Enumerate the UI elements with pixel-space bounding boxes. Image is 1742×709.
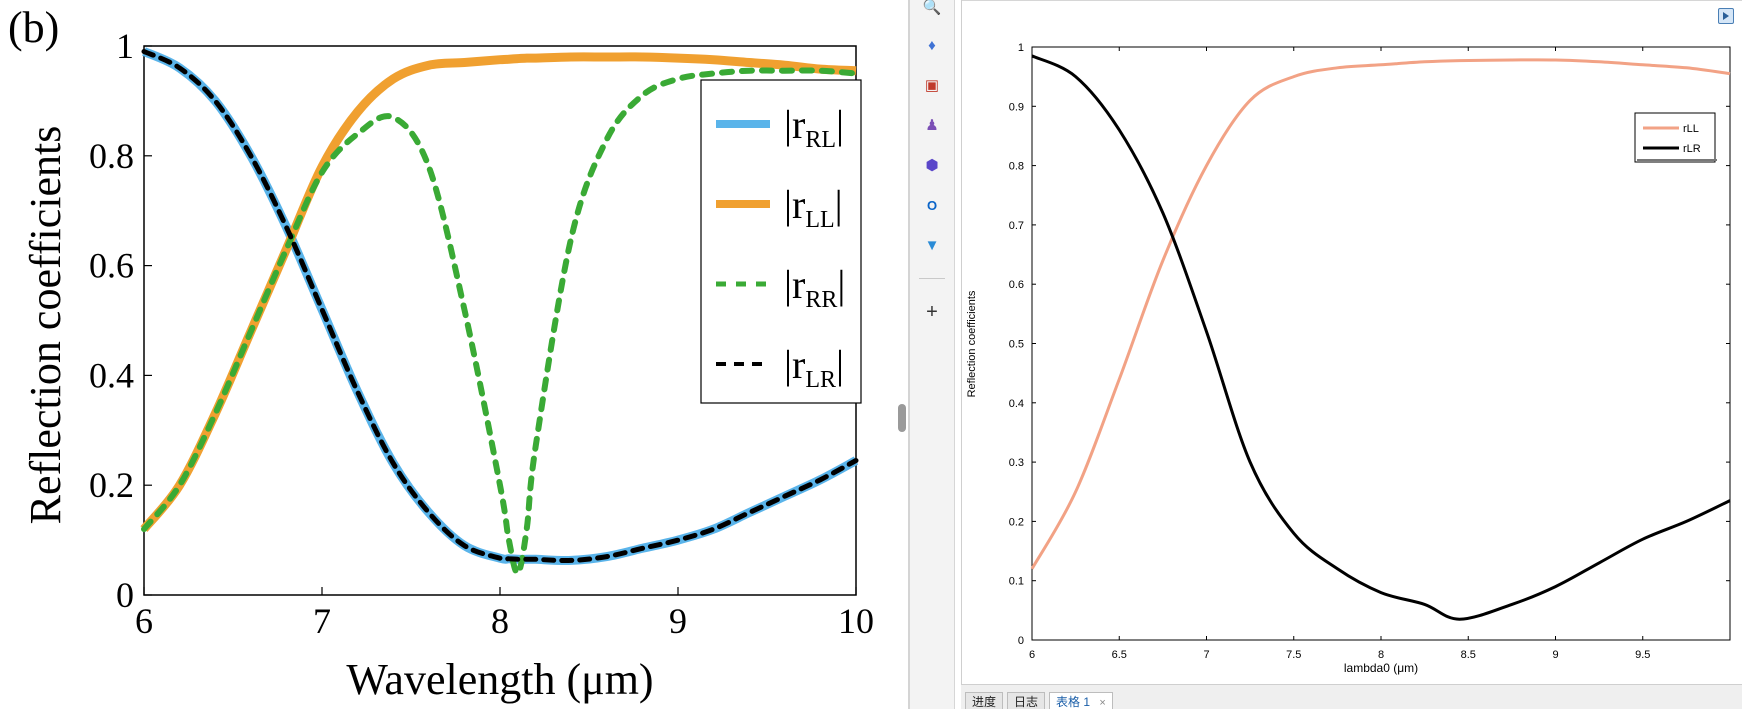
legend-entry-subscript: RL — [805, 127, 836, 153]
series-lines — [140, 47, 859, 577]
legend-box — [1634, 112, 1716, 163]
y-tick-label: 0.9 — [1009, 101, 1024, 113]
y-axis-label: Reflection coefficients — [21, 126, 70, 525]
x-axis-label: lambda0 (μm) — [1344, 661, 1418, 675]
y-tick-label: 1 — [1018, 42, 1024, 54]
legend-entry-label: |rRR| — [784, 262, 845, 313]
close-icon[interactable]: × — [1099, 697, 1106, 709]
legend-box — [700, 79, 862, 404]
scrollbar-thumb[interactable] — [898, 404, 906, 432]
toolbox-icon[interactable]: ▣ — [924, 77, 940, 94]
legend-entry-subscript: LR — [805, 367, 836, 393]
tab-progress[interactable]: 进度 — [965, 692, 1004, 709]
series-line-rLR — [141, 49, 859, 564]
x-tick-label: 7 — [313, 601, 331, 641]
legend-entry-end: | — [837, 262, 845, 307]
y-axis-label: Reflection coefficients — [966, 290, 978, 397]
legend-entry-subscript: RR — [805, 287, 837, 313]
search-icon[interactable]: 🔍 — [922, 0, 942, 16]
y-tick-label: 0.5 — [1009, 339, 1024, 351]
legend-entry-label: |rLL| — [784, 182, 843, 233]
x-tick-label: 9 — [1552, 649, 1558, 661]
x-tick-label: 7.5 — [1286, 649, 1301, 661]
series-line-rLL — [1030, 58, 1731, 570]
legend-entry-main: |r — [784, 182, 805, 227]
tab-log[interactable]: 日志 — [1007, 692, 1046, 709]
tab-table-1[interactable]: 表格 1 × — [1049, 692, 1113, 709]
y-tick-label: 0.3 — [1009, 457, 1024, 469]
tab-label: 表格 1 — [1056, 695, 1091, 709]
outlook-icon[interactable]: O — [926, 198, 938, 213]
send-icon[interactable]: ▼ — [924, 237, 940, 254]
y-tick-label: 0.7 — [1009, 220, 1024, 232]
y-tick-label: 0.2 — [89, 465, 134, 505]
x-tick-label: 9 — [669, 601, 687, 641]
axes-group: 6 6.5 7 7.5 8 8.5 9 9.5 0 0.1 0.2 0.3 0.4 0.5 0.6 0.7 0.… — [1009, 42, 1730, 661]
legend-entry-end: | — [836, 342, 844, 387]
legend: |rRL||rLL||rRR||rLR| — [700, 79, 862, 404]
reference-figure-panel: (b) 6 7 8 9 10 0 0.2 0.4 0.6 0.8 1 Reflection coef… — [8, 3, 906, 704]
axes-group: 6 7 8 9 10 0 0.2 0.4 0.6 0.8 1 — [89, 26, 874, 641]
series-line-rLL — [140, 52, 857, 533]
simulation-plot-window: 6 6.5 7 7.5 8 8.5 9 9.5 0 0.1 0.2 0.3 0.4 0.5 0.6 0.7 0.… — [955, 0, 1742, 709]
y-tick-label: 0.4 — [1009, 398, 1024, 410]
y-tick-label: 0.2 — [1009, 516, 1024, 528]
y-tick-label: 0.8 — [89, 136, 134, 176]
y-tick-label: 1 — [116, 26, 134, 66]
series-lines — [1030, 54, 1731, 621]
x-tick-label: 6 — [135, 601, 153, 641]
x-tick-label: 6 — [1029, 649, 1035, 661]
pane-left-border — [961, 0, 962, 684]
x-tick-label: 8 — [1378, 649, 1384, 661]
legend-entry-main: |r — [784, 262, 805, 307]
vertical-toolbar: 🔍 ♦ ▣ ♟ ⬢ O ▼ + — [910, 0, 955, 709]
panel-label: (b) — [8, 3, 59, 52]
series-line-rRR — [141, 67, 859, 577]
legend-entry-label: rLL — [1683, 123, 1699, 135]
bottom-tab-bar: 进度 日志 表格 1 × — [961, 684, 1742, 709]
users-icon[interactable]: ♟ — [925, 117, 939, 134]
y-tick-label: 0 — [116, 575, 134, 615]
x-tick-label: 10 — [838, 601, 874, 641]
cloud-sync-icon[interactable]: ⬢ — [925, 157, 939, 174]
tab-label: 日志 — [1014, 695, 1039, 709]
y-tick-label: 0.4 — [89, 355, 134, 395]
legend-entry-main: |r — [784, 342, 805, 387]
add-icon[interactable]: + — [926, 301, 938, 323]
x-tick-label: 8.5 — [1461, 649, 1476, 661]
pane-divider[interactable] — [908, 0, 910, 709]
legend-entry-end: | — [835, 182, 843, 227]
y-tick-label: 0 — [1018, 635, 1024, 647]
legend-entry-end: | — [836, 102, 844, 147]
legend-entry-subscript: LL — [805, 207, 834, 233]
x-tick-label: 8 — [491, 601, 509, 641]
x-tick-label: 6.5 — [1112, 649, 1127, 661]
y-tick-label: 0.6 — [89, 246, 134, 286]
legend-entry-label: rLR — [1683, 143, 1701, 155]
y-tick-label: 0.6 — [1009, 279, 1024, 291]
plot-frame — [1031, 46, 1731, 641]
pane-top-border — [961, 0, 1742, 1]
simulation-line-chart: 6 6.5 7 7.5 8 8.5 9 9.5 0 0.1 0.2 0.3 0.4 0.5 0.6 0.7 0.… — [966, 42, 1731, 675]
y-tick-label: 0.8 — [1009, 161, 1024, 173]
tag-icon[interactable]: ♦ — [928, 37, 936, 54]
x-axis-label: Wavelength (μm) — [346, 655, 653, 704]
plot-panel-icon[interactable] — [1718, 8, 1734, 24]
y-tick-label: 0.1 — [1009, 576, 1024, 588]
legend-entry-label: |rLR| — [784, 342, 844, 393]
tab-label: 进度 — [972, 695, 997, 709]
legend-entry-label: |rRL| — [784, 102, 844, 153]
series-line-rLR — [1031, 54, 1731, 621]
reference-line-chart: (b) 6 7 8 9 10 0 0.2 0.4 0.6 0.8 1 Reflection coef… — [8, 3, 874, 704]
x-tick-label: 9.5 — [1635, 649, 1650, 661]
legend: rLL rLR — [1634, 112, 1717, 163]
x-tick-label: 7 — [1203, 649, 1209, 661]
toolbar-separator — [919, 278, 945, 279]
legend-entry-main: |r — [784, 102, 805, 147]
